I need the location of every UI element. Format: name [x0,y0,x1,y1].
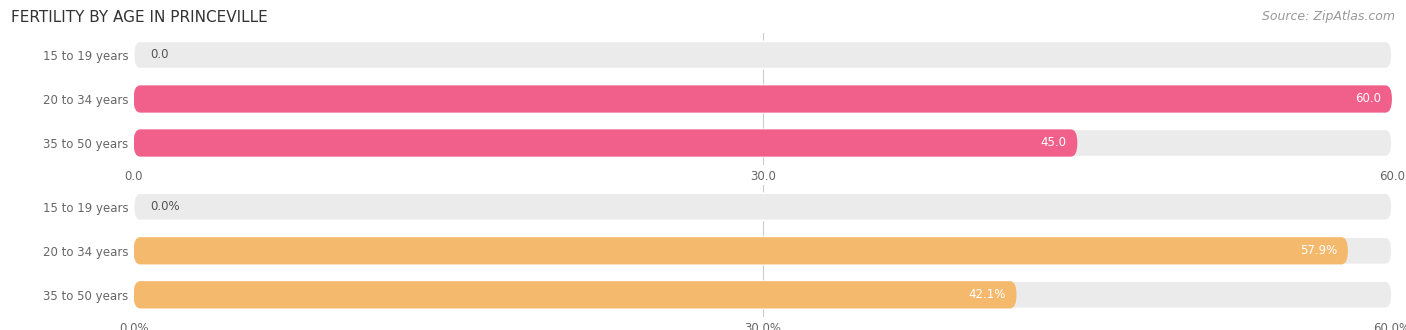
FancyBboxPatch shape [134,281,1017,309]
Text: 57.9%: 57.9% [1301,244,1337,257]
FancyBboxPatch shape [134,129,1077,157]
FancyBboxPatch shape [134,85,1392,113]
Text: 0.0%: 0.0% [150,200,180,213]
Text: Source: ZipAtlas.com: Source: ZipAtlas.com [1261,10,1395,23]
Text: 0.0: 0.0 [150,49,169,61]
FancyBboxPatch shape [134,129,1392,157]
FancyBboxPatch shape [134,41,1392,69]
FancyBboxPatch shape [134,281,1392,309]
FancyBboxPatch shape [134,85,1392,113]
Text: FERTILITY BY AGE IN PRINCEVILLE: FERTILITY BY AGE IN PRINCEVILLE [11,10,269,25]
Text: 60.0: 60.0 [1355,92,1382,106]
FancyBboxPatch shape [134,237,1392,264]
Text: 45.0: 45.0 [1040,137,1067,149]
FancyBboxPatch shape [134,193,1392,220]
FancyBboxPatch shape [134,237,1348,264]
Text: 42.1%: 42.1% [969,288,1007,301]
